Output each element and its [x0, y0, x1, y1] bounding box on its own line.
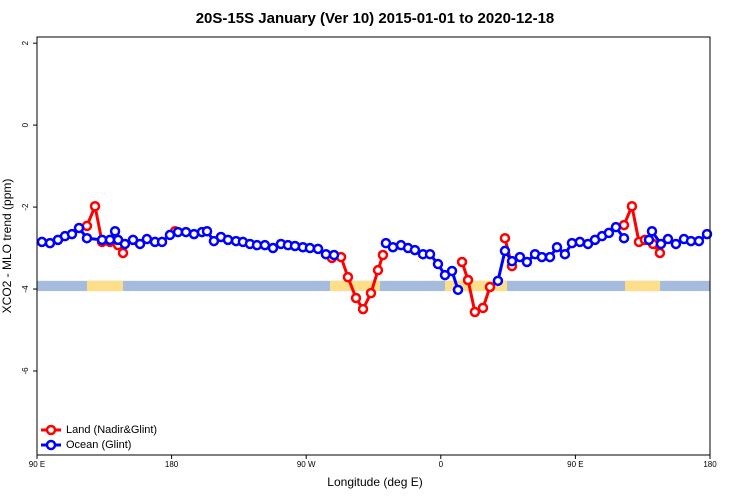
data-point	[357, 303, 369, 315]
chart-title: 20S-15S January (Ver 10) 2015-01-01 to 2…	[196, 10, 555, 27]
y-tick-label: -6	[21, 367, 30, 375]
land-segment	[86, 280, 123, 292]
land-segment	[444, 280, 508, 292]
data-point	[618, 219, 630, 231]
data-point	[156, 236, 168, 248]
y-tick-label: 2	[21, 40, 30, 45]
data-point	[66, 228, 78, 240]
data-point	[646, 225, 658, 237]
x-tick-label: 180	[703, 460, 717, 469]
x-tick-label: 90 W	[297, 460, 316, 469]
x-tick-label: 180	[165, 460, 179, 469]
data-point	[654, 247, 666, 259]
data-point	[544, 251, 556, 263]
data-point	[462, 274, 474, 286]
data-point	[289, 240, 301, 252]
data-point	[365, 287, 377, 299]
legend-marker	[45, 439, 57, 451]
data-point	[304, 242, 316, 254]
plot-frame	[36, 36, 711, 456]
data-point	[574, 236, 586, 248]
data-point	[350, 292, 362, 304]
data-point	[514, 251, 526, 263]
data-point	[201, 225, 213, 237]
data-point	[670, 238, 682, 250]
data-point	[446, 265, 458, 277]
x-tick-label: 90 E	[567, 460, 583, 469]
data-point	[559, 248, 571, 260]
data-point	[387, 241, 399, 253]
axes: 90 E 180 90 W 0 90 E 180 2 0 -2 -4 -6	[21, 40, 717, 469]
y-tick-label: 0	[21, 122, 30, 127]
data-point	[377, 249, 389, 261]
data-point	[117, 247, 129, 259]
data-point	[36, 236, 48, 248]
data-point	[662, 233, 674, 245]
data-point	[372, 264, 384, 276]
data-point	[492, 275, 504, 287]
x-tick-label: 0	[439, 460, 444, 469]
data-point	[469, 306, 481, 318]
data-point	[610, 221, 622, 233]
data-point	[499, 232, 511, 244]
data-point	[484, 281, 496, 293]
data-point	[618, 232, 630, 244]
data-point	[267, 242, 279, 254]
land-segment	[329, 280, 380, 292]
data-point	[89, 200, 101, 212]
data-point	[342, 271, 354, 283]
data-point	[180, 226, 192, 238]
points	[36, 200, 713, 318]
data-point	[409, 244, 421, 256]
legend-marker	[45, 424, 57, 436]
data-point	[328, 249, 340, 261]
data-point	[536, 251, 548, 263]
data-point	[424, 248, 436, 260]
data-point	[452, 284, 464, 296]
data-point	[456, 256, 468, 268]
data-point	[643, 234, 655, 246]
data-point	[164, 229, 176, 241]
data-point	[506, 255, 518, 267]
data-point	[222, 234, 234, 246]
data-point	[104, 234, 116, 246]
y-tick-label: -4	[21, 285, 30, 293]
data-point	[499, 245, 511, 257]
legend-label: Land (Nadir&Glint)	[66, 424, 157, 436]
data-point	[109, 225, 121, 237]
data-point	[603, 227, 615, 239]
data-point	[119, 238, 131, 250]
data-point	[566, 237, 578, 249]
legend: Land (Nadir&Glint) Ocean (Glint)	[41, 424, 157, 451]
y-tick-label: -2	[21, 203, 30, 211]
data-point	[693, 235, 705, 247]
data-point	[141, 233, 153, 245]
data-point	[521, 256, 533, 268]
data-point	[312, 243, 324, 255]
data-point	[701, 228, 713, 240]
y-axis-label: XCO2 - MLO trend (ppm)	[0, 179, 14, 314]
legend-label: Ocean (Glint)	[66, 439, 131, 451]
x-axis-label: Longitude (deg E)	[327, 475, 422, 489]
data-point	[655, 238, 667, 250]
land-segment	[625, 280, 661, 292]
data-point	[551, 241, 563, 253]
data-point	[626, 200, 638, 212]
data-point	[432, 258, 444, 270]
data-point	[259, 239, 271, 251]
x-tick-label: 90 E	[29, 460, 45, 469]
data-point	[81, 232, 93, 244]
data-point	[73, 222, 85, 234]
data-point	[477, 302, 489, 314]
data-point	[320, 248, 332, 260]
data-point	[134, 238, 146, 250]
